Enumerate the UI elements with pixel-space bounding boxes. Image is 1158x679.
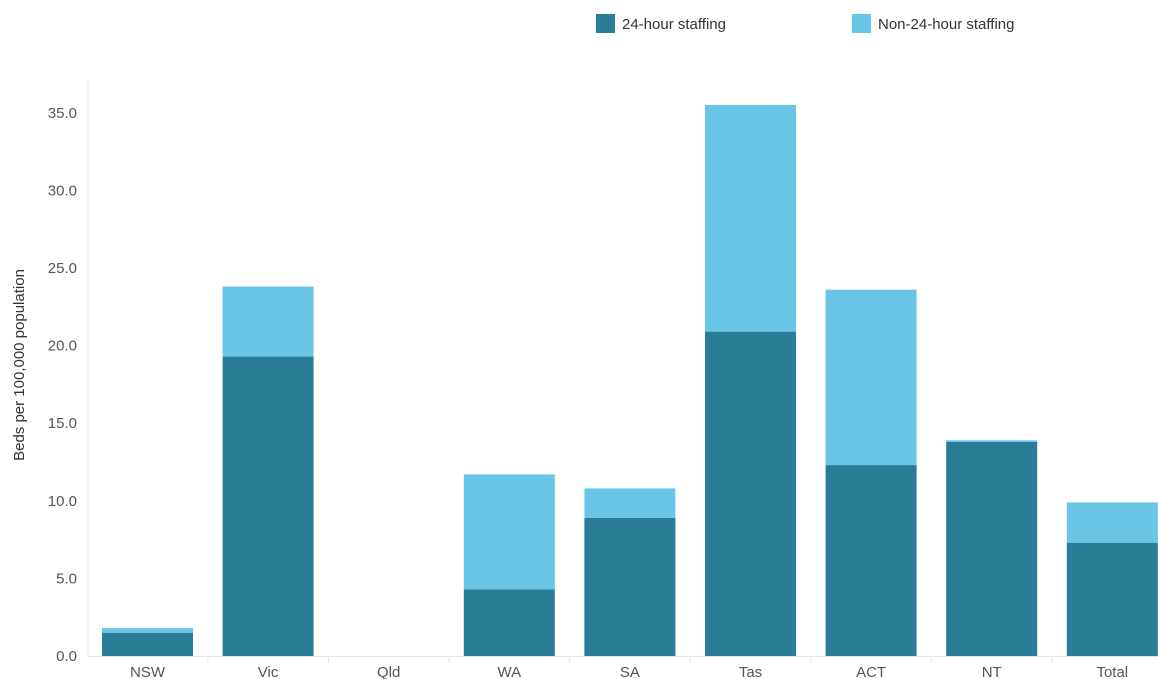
bar-segment-vic-series-2 — [222, 286, 314, 357]
y-tick-label: 20.0 — [48, 338, 77, 355]
bar-segment-nt-series-2 — [946, 440, 1038, 442]
x-tick-label: Qld — [377, 664, 400, 679]
y-tick-label: 10.0 — [48, 493, 77, 510]
x-axis: NSW Vic Qld WA SA Tas ACT NT Total — [88, 656, 1158, 679]
bar-segment-tas-series-2 — [705, 105, 796, 332]
x-tick-label: Vic — [258, 664, 279, 679]
x-tick-label: Tas — [739, 664, 762, 679]
x-tick-label: SA — [620, 664, 640, 679]
legend-label: 24-hour staffing — [622, 16, 726, 33]
bar-segment-nt-series-1 — [946, 441, 1038, 656]
y-tick-label: 5.0 — [56, 570, 77, 587]
x-tick-label: ACT — [856, 664, 886, 679]
y-tick-label: 35.0 — [48, 105, 77, 122]
y-axis: 0.0 5.0 10.0 15.0 20.0 25.0 30.0 35.0 — [48, 80, 89, 665]
y-tick-label: 0.0 — [56, 648, 77, 665]
bar-segment-nsw-series-1 — [102, 632, 193, 656]
x-tick-label: WA — [497, 664, 521, 679]
bar-segment-wa-series-1 — [463, 589, 555, 656]
bar-segment-tas-series-1 — [705, 331, 796, 656]
y-axis-label: Beds per 100,000 population — [11, 269, 28, 461]
bar-segment-sa-series-2 — [584, 488, 676, 518]
bar-segment-nsw-series-2 — [102, 628, 193, 633]
bar-segment-act-series-1 — [825, 465, 917, 656]
legend-swatch — [852, 14, 871, 33]
bar-segment-act-series-2 — [825, 289, 917, 466]
bar-segment-vic-series-1 — [222, 356, 314, 656]
x-tick-label: Total — [1096, 664, 1128, 679]
y-tick-label: 15.0 — [48, 415, 77, 432]
bar-segment-total-series-2 — [1066, 502, 1158, 543]
legend-label: Non-24-hour staffing — [878, 16, 1014, 33]
bars — [102, 105, 1158, 656]
legend-swatch — [596, 14, 615, 33]
bar-segment-sa-series-1 — [584, 517, 676, 656]
legend: 24-hour staffing Non-24-hour staffing — [596, 14, 1014, 33]
bar-segment-wa-series-2 — [463, 474, 555, 590]
y-tick-label: 30.0 — [48, 182, 77, 199]
bar-segment-total-series-1 — [1066, 542, 1158, 656]
y-tick-label: 25.0 — [48, 260, 77, 277]
x-tick-label: NSW — [130, 664, 166, 679]
x-tick-label: NT — [982, 664, 1002, 679]
